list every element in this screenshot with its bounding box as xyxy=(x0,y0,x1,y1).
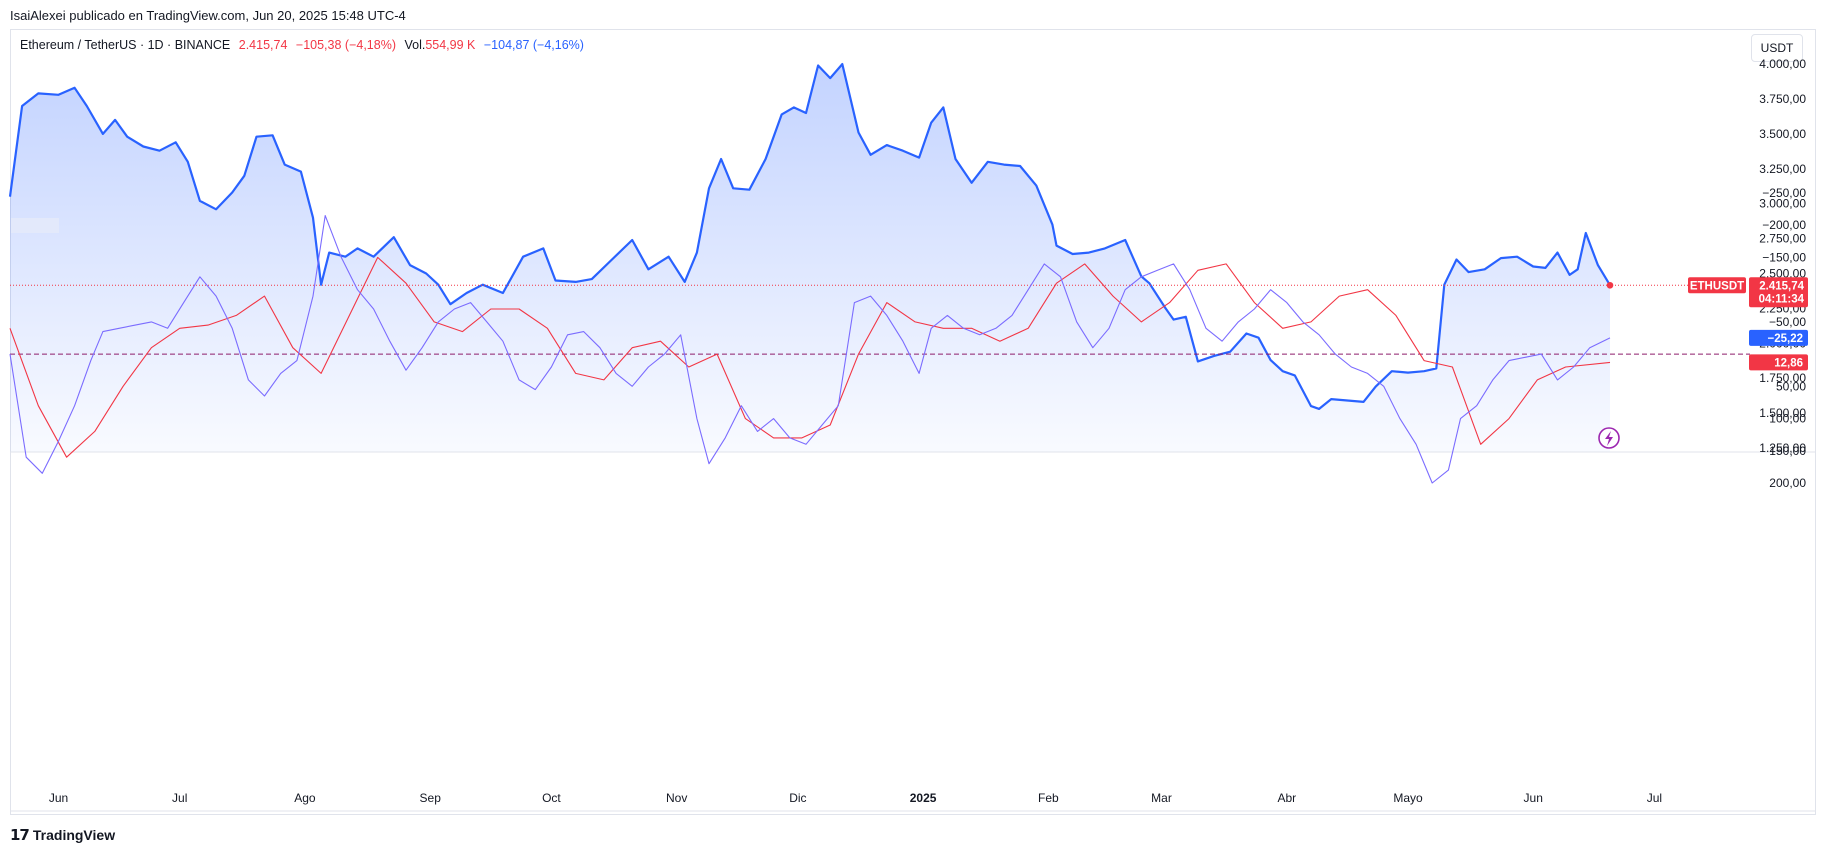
publish-attribution: IsaiAlexei publicado en TradingView.com,… xyxy=(10,8,406,23)
oscillator-pane xyxy=(9,215,1750,484)
x-tick-label: Oct xyxy=(542,791,561,805)
x-tick-label: Dic xyxy=(789,791,806,805)
slow-value-label: 12,86 xyxy=(1774,357,1803,369)
legend-volume-label: Vol. xyxy=(404,38,426,52)
x-tick-label: Jul xyxy=(1647,791,1662,805)
price-tick-label: 1.500,00 xyxy=(1759,406,1806,420)
alert-lightning-icon[interactable] xyxy=(1598,427,1620,449)
symbol-legend: Ethereum / TetherUS · 1D · BINANCE 2.415… xyxy=(20,38,589,52)
price-tick-label: 3.000,00 xyxy=(1759,197,1806,211)
price-tick-label: 1.750,00 xyxy=(1759,371,1806,385)
price-tick-label: 4.000,00 xyxy=(1759,57,1806,71)
highlight-marker xyxy=(11,218,59,233)
price-tick-label: 3.250,00 xyxy=(1759,162,1806,176)
tradingview-logo[interactable]: 𝟭𝟳 TradingView xyxy=(10,826,115,844)
x-tick-label: Feb xyxy=(1038,791,1059,805)
price-area-fill xyxy=(10,64,1610,452)
osc-tick-label: −200,00 xyxy=(1762,218,1806,232)
x-tick-label: Jun xyxy=(49,791,68,805)
price-tick-label: 2.750,00 xyxy=(1759,232,1806,246)
osc-tick-label: 100,00 xyxy=(1769,412,1806,426)
symbol-tag-label: ETHUSDT xyxy=(1690,280,1744,292)
x-tick-label: Sep xyxy=(420,791,442,805)
osc-tick-label: −250,00 xyxy=(1762,186,1806,200)
osc-tick-label: 50,00 xyxy=(1776,379,1806,393)
x-tick-label: Jul xyxy=(172,791,187,805)
x-tick-label: Nov xyxy=(666,791,687,805)
legend-volume-change: −104,87 (−4,16%) xyxy=(483,38,584,52)
osc-tick-label: 150,00 xyxy=(1769,444,1806,458)
osc-tick-label: −150,00 xyxy=(1762,250,1806,264)
x-tick-label: 2025 xyxy=(910,791,937,805)
last-price-dot xyxy=(1606,281,1614,289)
symbol-tag xyxy=(1688,277,1746,294)
x-tick-label: Abr xyxy=(1277,791,1296,805)
x-tick-label: Mayo xyxy=(1393,791,1423,805)
series-ethusdt-line[interactable] xyxy=(8,62,1611,410)
price-tag-label: 2.415,74 xyxy=(1759,280,1804,292)
price-tick-label: 3.500,00 xyxy=(1759,127,1806,141)
time-axis[interactable]: Jun Jul Ago Sep Oct Nov Dic 2025 Feb Mar Abr Mayo Ju… xyxy=(49,791,1662,805)
legend-change: −105,38 (−4,18%) xyxy=(295,38,396,52)
osc-tick-label: −50,00 xyxy=(1769,315,1806,329)
series-slow-line[interactable] xyxy=(9,256,1611,458)
osc-tick-label: 200,00 xyxy=(1769,476,1806,490)
tradingview-logo-icon: 𝟭𝟳 xyxy=(10,827,30,844)
fast-value-label: −25,22 xyxy=(1768,333,1804,345)
slow-value-tag xyxy=(1749,354,1808,371)
fast-value-tag xyxy=(1749,329,1808,346)
tradingview-logo-text: TradingView xyxy=(32,827,116,843)
legend-volume-value: 554,99 K xyxy=(425,38,476,52)
price-tick-label: 3.750,00 xyxy=(1759,92,1806,106)
price-pane xyxy=(8,62,1688,452)
x-tick-label: Jun xyxy=(1524,791,1543,805)
x-tick-label: Mar xyxy=(1151,791,1172,805)
x-tick-label: Ago xyxy=(294,791,316,805)
price-tag xyxy=(1749,277,1808,308)
series-fast-line[interactable] xyxy=(9,215,1611,484)
legend-price: 2.415,74 xyxy=(238,38,288,52)
price-tick-label: 1.250,00 xyxy=(1759,441,1806,455)
legend-symbol[interactable]: Ethereum / TetherUS · 1D · BINANCE xyxy=(20,38,231,52)
currency-button[interactable]: USDT xyxy=(1751,34,1803,62)
price-tick-label: 2.500,00 xyxy=(1759,267,1806,281)
countdown-label: 04:11:34 xyxy=(1759,293,1805,305)
